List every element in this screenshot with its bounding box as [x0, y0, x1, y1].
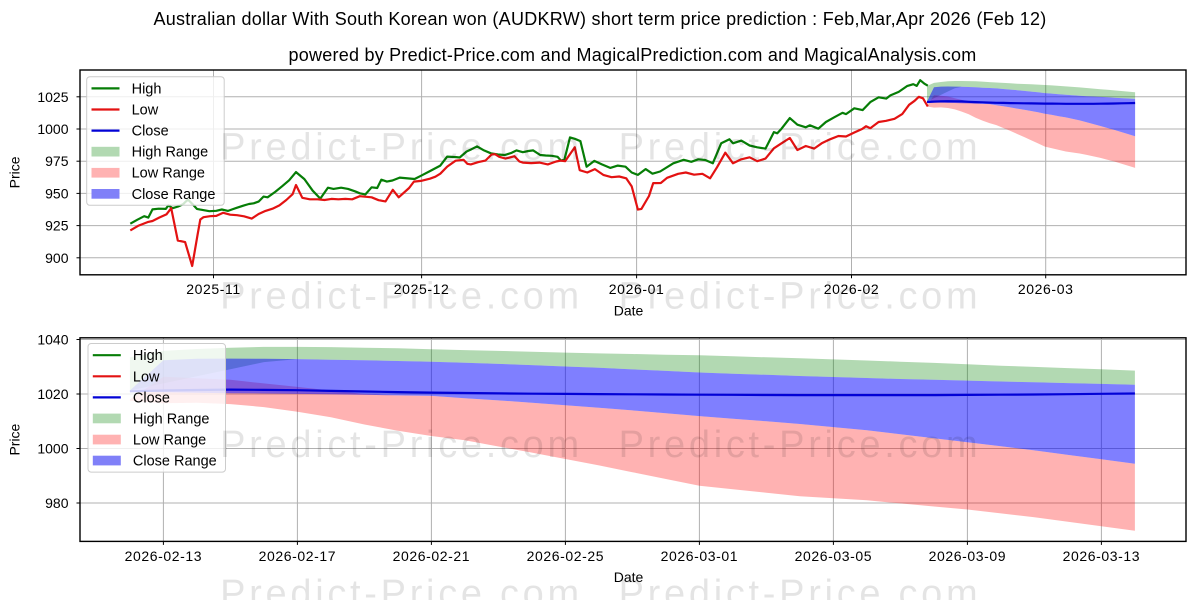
svg-text:2026-03: 2026-03	[1018, 281, 1074, 297]
svg-text:High Range: High Range	[132, 145, 209, 161]
svg-text:Predict-Price.com: Predict-Price.com	[220, 424, 583, 466]
svg-text:900: 900	[45, 250, 69, 266]
svg-text:Price: Price	[7, 156, 23, 188]
svg-text:2026-03-05: 2026-03-05	[795, 548, 873, 564]
svg-text:Australian dollar With South K: Australian dollar With South Korean won …	[153, 9, 1046, 29]
svg-text:Close: Close	[133, 390, 170, 406]
svg-text:2026-03-13: 2026-03-13	[1063, 548, 1141, 564]
svg-text:925: 925	[45, 218, 69, 234]
svg-text:2026-02-17: 2026-02-17	[259, 548, 337, 564]
svg-text:Predict-Price.com: Predict-Price.com	[220, 127, 583, 169]
svg-text:Close: Close	[132, 124, 169, 140]
svg-text:2026-03-09: 2026-03-09	[929, 548, 1007, 564]
svg-text:975: 975	[45, 153, 69, 169]
svg-text:Predict-Price.com: Predict-Price.com	[619, 424, 982, 466]
svg-text:Low: Low	[133, 369, 160, 385]
svg-text:2025-11: 2025-11	[186, 281, 241, 297]
svg-text:1020: 1020	[37, 386, 68, 402]
svg-text:High: High	[132, 81, 162, 97]
svg-text:Close Range: Close Range	[133, 454, 217, 470]
svg-text:Low Range: Low Range	[132, 166, 205, 182]
svg-text:2026-02-25: 2026-02-25	[527, 548, 605, 564]
svg-text:High Range: High Range	[133, 411, 210, 427]
svg-text:Predict-Price.com: Predict-Price.com	[220, 573, 583, 600]
svg-text:Close Range: Close Range	[132, 187, 216, 203]
svg-text:Date: Date	[614, 569, 644, 585]
svg-text:High: High	[133, 348, 163, 364]
svg-text:1000: 1000	[37, 441, 68, 457]
svg-text:2026-02: 2026-02	[824, 281, 880, 297]
svg-text:Low Range: Low Range	[133, 433, 206, 449]
svg-text:950: 950	[45, 185, 69, 201]
svg-text:2025-12: 2025-12	[394, 281, 450, 297]
svg-text:2026-01: 2026-01	[609, 281, 665, 297]
svg-text:2026-02-13: 2026-02-13	[125, 548, 203, 564]
svg-text:1040: 1040	[37, 332, 68, 348]
svg-text:Predict-Price.com: Predict-Price.com	[619, 275, 982, 317]
svg-text:2026-02-21: 2026-02-21	[393, 548, 471, 564]
svg-text:Predict-Price.com: Predict-Price.com	[220, 275, 583, 317]
svg-text:980: 980	[45, 495, 69, 511]
svg-text:Low: Low	[132, 103, 159, 119]
svg-text:1025: 1025	[37, 89, 68, 105]
svg-text:Date: Date	[614, 303, 644, 319]
svg-text:1000: 1000	[37, 121, 68, 137]
svg-text:2026-03-01: 2026-03-01	[661, 548, 739, 564]
svg-text:Predict-Price.com: Predict-Price.com	[619, 127, 982, 169]
svg-text:powered by Predict-Price.com a: powered by Predict-Price.com and Magical…	[288, 45, 976, 65]
svg-text:Predict-Price.com: Predict-Price.com	[619, 573, 982, 600]
svg-text:Price: Price	[7, 423, 23, 455]
